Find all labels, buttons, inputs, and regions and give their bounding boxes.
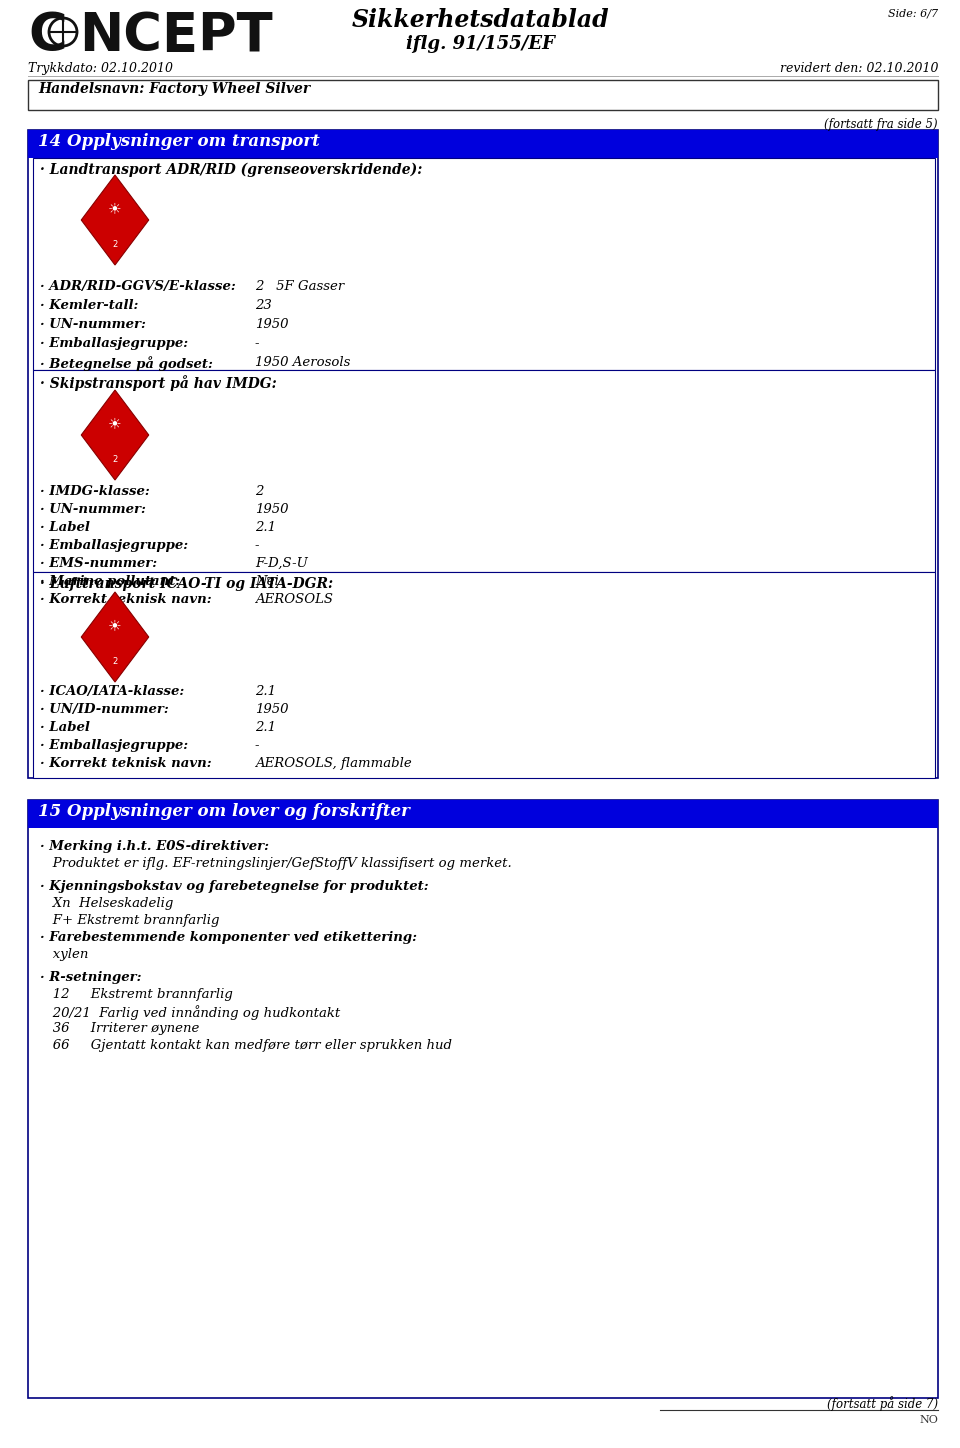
Text: Produktet er iflg. EF-retningslinjer/GefStoffV klassifisert og merket.: Produktet er iflg. EF-retningslinjer/Gef… xyxy=(40,857,512,870)
FancyBboxPatch shape xyxy=(28,130,938,158)
Text: · IMDG-klasse:: · IMDG-klasse: xyxy=(40,485,150,498)
FancyBboxPatch shape xyxy=(28,799,938,1397)
Text: 14 Opplysninger om transport: 14 Opplysninger om transport xyxy=(38,133,320,151)
Text: 66     Gjentatt kontakt kan medføre tørr eller sprukken hud: 66 Gjentatt kontakt kan medføre tørr ell… xyxy=(40,1040,452,1053)
Text: · Marine pollutant:: · Marine pollutant: xyxy=(40,575,180,588)
Text: · R-setninger:: · R-setninger: xyxy=(40,972,141,985)
Text: NCEPT: NCEPT xyxy=(79,10,273,62)
Text: Nei: Nei xyxy=(255,575,278,588)
Text: 20/21  Farlig ved innånding og hudkontakt: 20/21 Farlig ved innånding og hudkontakt xyxy=(40,1005,340,1019)
Text: · Emballasjegruppe:: · Emballasjegruppe: xyxy=(40,738,188,752)
Text: 1950: 1950 xyxy=(255,319,289,332)
Text: · Betegnelse på godset:: · Betegnelse på godset: xyxy=(40,356,213,371)
Text: · Emballasjegruppe:: · Emballasjegruppe: xyxy=(40,337,188,350)
Text: 2.1: 2.1 xyxy=(255,521,276,534)
Polygon shape xyxy=(82,592,149,682)
Text: 2   5F Gasser: 2 5F Gasser xyxy=(255,279,345,292)
Text: Xn  Helseskadelig: Xn Helseskadelig xyxy=(40,896,174,909)
Text: ☀: ☀ xyxy=(108,416,122,432)
Text: · UN-nummer:: · UN-nummer: xyxy=(40,502,146,515)
Text: 2.1: 2.1 xyxy=(255,685,276,698)
Text: · Emballasjegruppe:: · Emballasjegruppe: xyxy=(40,539,188,552)
Text: · Landtransport ADR/RID (grenseoverskridende):: · Landtransport ADR/RID (grenseoverskrid… xyxy=(40,164,422,178)
Text: · Merking i.h.t. E0S-direktiver:: · Merking i.h.t. E0S-direktiver: xyxy=(40,840,269,853)
Text: · ICAO/IATA-klasse:: · ICAO/IATA-klasse: xyxy=(40,685,184,698)
Text: C: C xyxy=(28,10,67,62)
Text: · Farebestemmende komponenter ved etikettering:: · Farebestemmende komponenter ved etiket… xyxy=(40,931,417,944)
Text: · UN/ID-nummer:: · UN/ID-nummer: xyxy=(40,702,169,715)
Text: NO: NO xyxy=(919,1415,938,1425)
Text: 1950 Aerosols: 1950 Aerosols xyxy=(255,356,350,369)
Text: · Skipstransport på hav IMDG:: · Skipstransport på hav IMDG: xyxy=(40,375,276,391)
Text: · Label: · Label xyxy=(40,721,90,734)
Polygon shape xyxy=(82,175,149,265)
Text: 1950: 1950 xyxy=(255,702,289,715)
Text: · Label: · Label xyxy=(40,521,90,534)
Text: 2: 2 xyxy=(112,657,118,666)
Text: Side: 6/7: Side: 6/7 xyxy=(888,9,938,17)
Text: 2: 2 xyxy=(112,455,118,465)
FancyBboxPatch shape xyxy=(28,80,938,110)
Text: revidert den: 02.10.2010: revidert den: 02.10.2010 xyxy=(780,62,938,75)
Text: ☀: ☀ xyxy=(108,201,122,216)
Text: AEROSOLS: AEROSOLS xyxy=(255,594,333,607)
Polygon shape xyxy=(82,390,149,479)
Text: F+ Ekstremt brannfarlig: F+ Ekstremt brannfarlig xyxy=(40,914,220,927)
FancyBboxPatch shape xyxy=(33,158,935,371)
Text: iflg. 91/155/EF: iflg. 91/155/EF xyxy=(405,35,555,54)
Text: AEROSOLS, flammable: AEROSOLS, flammable xyxy=(255,757,412,770)
Text: F-D,S-U: F-D,S-U xyxy=(255,557,308,571)
Text: -: - xyxy=(255,539,259,552)
Text: · ADR/RID-GGVS/E-klasse:: · ADR/RID-GGVS/E-klasse: xyxy=(40,279,236,292)
Text: · EMS-nummer:: · EMS-nummer: xyxy=(40,557,157,571)
Text: -: - xyxy=(255,738,259,752)
FancyBboxPatch shape xyxy=(28,130,938,778)
Text: -: - xyxy=(255,337,259,350)
Text: 2: 2 xyxy=(112,240,118,249)
Text: · Kemler-tall:: · Kemler-tall: xyxy=(40,298,138,311)
Text: 1950: 1950 xyxy=(255,502,289,515)
Text: 12     Ekstremt brannfarlig: 12 Ekstremt brannfarlig xyxy=(40,988,233,1001)
Text: 15 Opplysninger om lover og forskrifter: 15 Opplysninger om lover og forskrifter xyxy=(38,804,410,820)
Text: 23: 23 xyxy=(255,298,272,311)
Text: · Korrekt teknisk navn:: · Korrekt teknisk navn: xyxy=(40,757,211,770)
Text: · Kjenningsbokstav og farebetegnelse for produktet:: · Kjenningsbokstav og farebetegnelse for… xyxy=(40,880,428,893)
Text: · Lufttransport ICAO-TI og IATA-DGR:: · Lufttransport ICAO-TI og IATA-DGR: xyxy=(40,576,333,591)
Text: 2.1: 2.1 xyxy=(255,721,276,734)
FancyBboxPatch shape xyxy=(33,371,935,572)
Text: ☀: ☀ xyxy=(108,618,122,633)
Text: (fortsatt fra side 5): (fortsatt fra side 5) xyxy=(825,117,938,130)
Text: (fortsatt på side 7): (fortsatt på side 7) xyxy=(827,1396,938,1410)
Text: 36     Irriterer øynene: 36 Irriterer øynene xyxy=(40,1022,200,1035)
Text: Sikkerhetsdatablad: Sikkerhetsdatablad xyxy=(351,9,609,32)
Text: · Korrekt teknisk navn:: · Korrekt teknisk navn: xyxy=(40,594,211,607)
Text: Handelsnavn: Factory Wheel Silver: Handelsnavn: Factory Wheel Silver xyxy=(38,83,310,96)
Text: 2: 2 xyxy=(255,485,263,498)
FancyBboxPatch shape xyxy=(33,572,935,778)
FancyBboxPatch shape xyxy=(28,799,938,828)
Text: · UN-nummer:: · UN-nummer: xyxy=(40,319,146,332)
Text: xylen: xylen xyxy=(40,948,88,961)
Text: Trykkdato: 02.10.2010: Trykkdato: 02.10.2010 xyxy=(28,62,173,75)
